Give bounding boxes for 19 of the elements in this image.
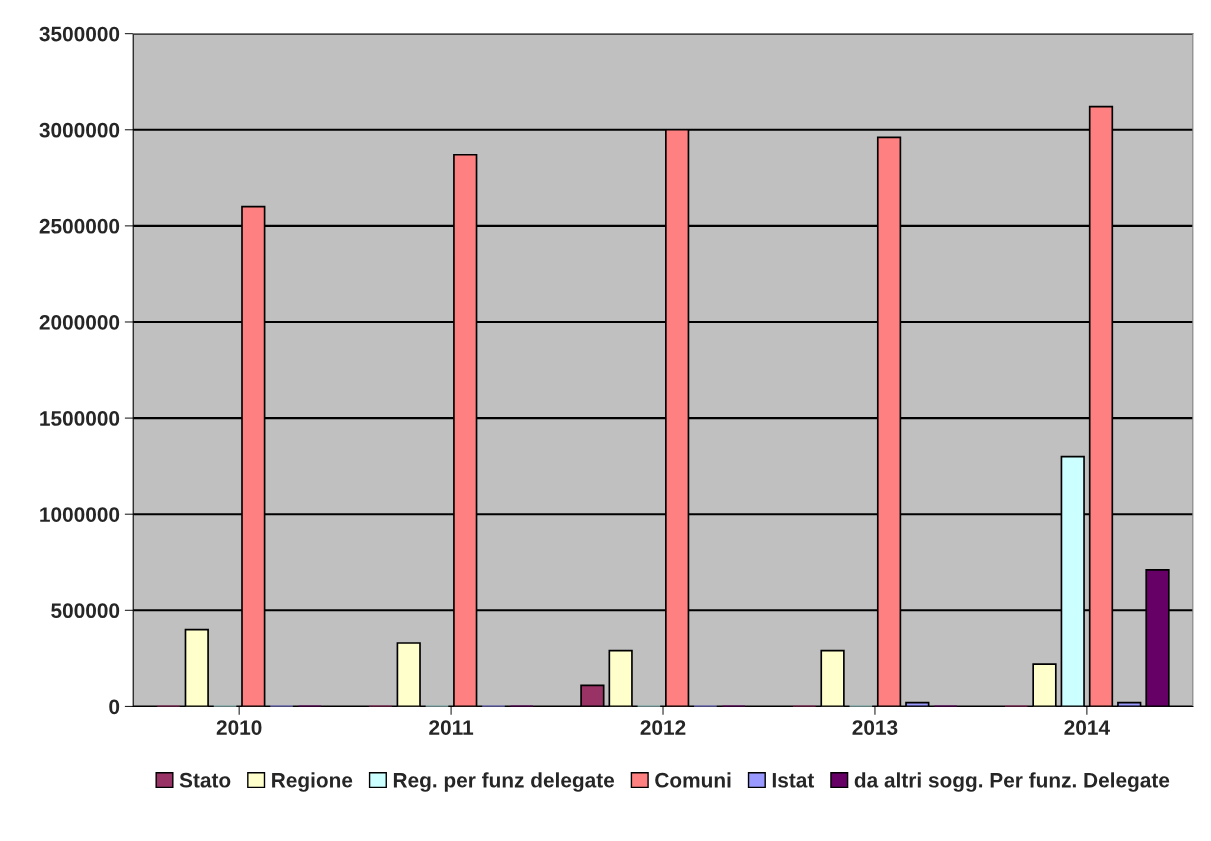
legend-label: Reg. per funz delegate xyxy=(393,772,615,792)
x-tick-label: 2010 xyxy=(216,720,262,735)
legend-label: Comuni xyxy=(655,772,731,788)
legend-label: da altri sogg. Per funz. Delegate xyxy=(854,772,1170,792)
x-tick-label: 2013 xyxy=(852,720,898,735)
y-tick-label: 3500000 xyxy=(39,26,120,42)
x-tick-label: 2012 xyxy=(640,720,686,735)
x-tick-label: 2011 xyxy=(429,720,474,735)
y-tick-label: 1000000 xyxy=(40,507,120,522)
y-tick-label: 2000000 xyxy=(39,314,120,330)
y-tick-label: 2500000 xyxy=(39,218,120,234)
x-tick-label: 2014 xyxy=(1064,720,1110,735)
legend-label: Stato xyxy=(179,772,231,788)
legend-label: Regione xyxy=(272,772,353,792)
y-tick-label: 1500000 xyxy=(40,411,120,426)
y-tick-label: 3000000 xyxy=(39,122,120,138)
y-tick-label: 0 xyxy=(109,699,120,715)
y-tick-label: 500000 xyxy=(51,603,120,619)
legend-label: Istat xyxy=(772,773,815,788)
